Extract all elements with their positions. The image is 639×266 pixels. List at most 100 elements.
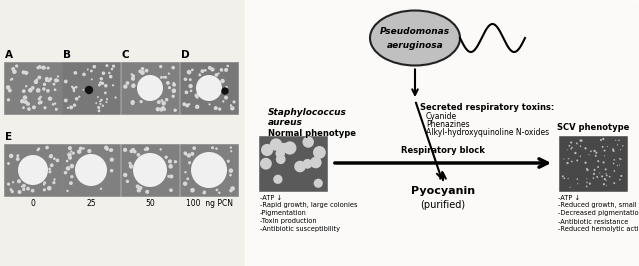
Circle shape	[584, 147, 587, 149]
Circle shape	[139, 186, 142, 190]
Circle shape	[185, 90, 189, 94]
Circle shape	[167, 175, 170, 178]
Circle shape	[133, 150, 137, 153]
Circle shape	[203, 190, 206, 193]
Circle shape	[620, 149, 621, 150]
Circle shape	[612, 149, 615, 152]
Circle shape	[26, 187, 30, 190]
Circle shape	[109, 75, 112, 78]
Circle shape	[82, 147, 85, 150]
Circle shape	[569, 145, 571, 147]
Circle shape	[82, 89, 84, 91]
Circle shape	[15, 64, 19, 68]
Circle shape	[78, 95, 81, 98]
Circle shape	[145, 147, 150, 151]
Circle shape	[303, 159, 312, 169]
Circle shape	[126, 180, 129, 183]
Circle shape	[168, 164, 173, 169]
Circle shape	[34, 80, 38, 84]
Circle shape	[222, 88, 228, 94]
Circle shape	[187, 177, 189, 180]
Circle shape	[224, 96, 228, 99]
Circle shape	[38, 76, 42, 79]
Circle shape	[187, 70, 191, 74]
Bar	[4, 144, 62, 196]
Circle shape	[164, 156, 168, 159]
Circle shape	[604, 178, 606, 180]
Circle shape	[66, 190, 68, 192]
Circle shape	[594, 169, 596, 171]
Circle shape	[22, 70, 26, 74]
Circle shape	[310, 157, 321, 168]
Circle shape	[194, 93, 199, 98]
Circle shape	[45, 77, 49, 81]
Circle shape	[260, 158, 272, 170]
Circle shape	[567, 158, 569, 159]
Circle shape	[99, 101, 101, 102]
Circle shape	[49, 77, 52, 81]
Circle shape	[88, 149, 91, 153]
Circle shape	[600, 139, 602, 141]
Circle shape	[580, 146, 581, 147]
Circle shape	[50, 97, 52, 100]
Circle shape	[130, 100, 135, 105]
Circle shape	[229, 146, 232, 149]
Circle shape	[66, 160, 68, 162]
Circle shape	[160, 148, 162, 151]
Circle shape	[606, 174, 608, 176]
Circle shape	[22, 188, 26, 191]
Circle shape	[215, 73, 219, 77]
Circle shape	[97, 96, 99, 98]
Circle shape	[571, 147, 573, 148]
Circle shape	[12, 69, 17, 74]
Circle shape	[100, 103, 102, 105]
Circle shape	[170, 189, 173, 192]
Circle shape	[24, 71, 27, 74]
Text: 0: 0	[31, 199, 35, 208]
Circle shape	[26, 102, 30, 106]
Circle shape	[222, 100, 224, 102]
Circle shape	[159, 65, 162, 68]
Circle shape	[10, 188, 12, 191]
Circle shape	[48, 97, 52, 101]
Circle shape	[586, 182, 588, 183]
Circle shape	[98, 109, 100, 112]
Circle shape	[39, 96, 42, 98]
Circle shape	[98, 84, 101, 86]
Circle shape	[139, 100, 142, 103]
Circle shape	[110, 157, 114, 162]
Circle shape	[190, 188, 195, 193]
Circle shape	[137, 75, 163, 101]
Circle shape	[230, 150, 233, 152]
Circle shape	[137, 188, 141, 193]
Circle shape	[168, 159, 172, 164]
Circle shape	[22, 184, 26, 188]
Circle shape	[599, 172, 600, 174]
Circle shape	[566, 162, 569, 164]
Circle shape	[602, 146, 604, 148]
Circle shape	[283, 141, 296, 155]
Circle shape	[184, 171, 187, 173]
Circle shape	[12, 67, 15, 71]
Circle shape	[604, 168, 606, 170]
Circle shape	[128, 162, 132, 165]
Text: D: D	[181, 50, 190, 60]
Circle shape	[220, 68, 223, 72]
Circle shape	[231, 186, 235, 191]
Circle shape	[10, 78, 12, 81]
Circle shape	[172, 83, 176, 87]
Circle shape	[101, 82, 104, 85]
Circle shape	[203, 191, 206, 194]
Circle shape	[195, 105, 199, 109]
Circle shape	[571, 161, 573, 163]
Circle shape	[171, 66, 175, 69]
Circle shape	[577, 183, 578, 184]
Circle shape	[104, 146, 109, 150]
Circle shape	[231, 186, 234, 190]
Circle shape	[602, 138, 604, 140]
Text: Phenazines: Phenazines	[426, 120, 470, 129]
Circle shape	[605, 169, 606, 171]
Bar	[121, 144, 179, 196]
Text: aeruginosa: aeruginosa	[387, 40, 443, 49]
Circle shape	[294, 161, 306, 172]
